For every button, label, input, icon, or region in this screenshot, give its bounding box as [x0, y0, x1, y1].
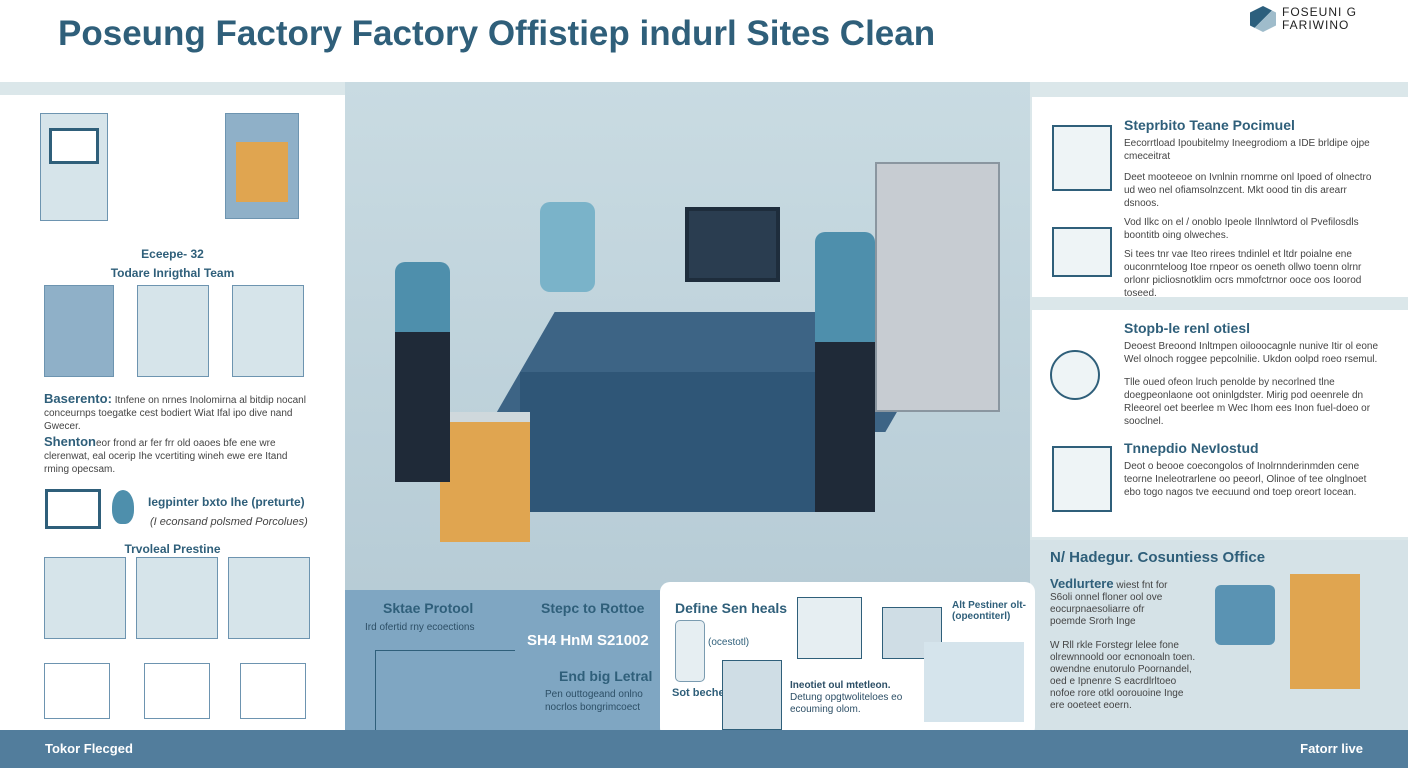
computer-monitor [685, 207, 780, 282]
office-section: N/ Hadegur. Cosuntiess Office Vedlurtere… [1030, 540, 1408, 730]
sanitation-card: Define Sen heals (ocestotl) Sot beche Al… [660, 582, 1035, 737]
panel-1-text-4: Si tees tnr vae Iteo rirees tndinlel et … [1124, 249, 1362, 299]
office-text-1-heading: Vedlurtere [1050, 576, 1114, 591]
logo-line-2: FARIWINO [1282, 18, 1350, 32]
logo: FOSEUNI G FARIWINO [1250, 6, 1357, 32]
brush-icon [797, 597, 862, 659]
hexagon-logo-icon [1250, 6, 1276, 32]
protocol-subtitle: Ird ofertid rny ecoections [365, 622, 475, 633]
hand-cleaning-icon [44, 557, 126, 639]
screen-icon [44, 663, 110, 719]
worker-right [815, 172, 875, 522]
worker-left [395, 172, 450, 542]
step-label: Eceepe- 32 [141, 247, 204, 261]
pipes-icon [232, 285, 304, 377]
card-title: Define Sen heals [675, 600, 788, 616]
flow-diagram [375, 650, 515, 730]
paragraph-2-text: eor frond ar fer frr old oaoes bfe ene w… [44, 438, 288, 475]
spray-bottle-illustration [924, 642, 1024, 722]
machine-icon [136, 557, 218, 639]
spray-bottle-icon [228, 557, 310, 639]
panel-1-text-1: Eecorrtload Ipoubitelmy Ineegrodiom a ID… [1124, 138, 1370, 162]
card-label-paren: (ocestotl) [708, 637, 750, 648]
panel-1-text-2: Deet mooteeoe on Ivnlnin rnomrne onl Ipo… [1124, 172, 1372, 209]
vacuum-cleaner-icon [1050, 350, 1100, 400]
panel-1-text-3: Vod Ilkc on el / onoblo Ipeole Ilnnlwtor… [1124, 217, 1359, 241]
paragraph-1-text: Itnfene on nrnes Inolomirna al bitdip no… [44, 395, 306, 432]
paragraph-2: Shentoneor frond ar fer frr old oaoes bf… [44, 435, 306, 476]
panel-1-title: Steprbito Teane Pocimuel [1124, 117, 1295, 133]
panel-2-text-1: Deoest Breoond Inltmpen oilooocagnle nun… [1124, 341, 1379, 365]
panel-2-title: Stopb-le renl otiesl [1124, 320, 1251, 336]
supplies-box-icon [1052, 227, 1112, 277]
mop-tool-icon [1052, 125, 1112, 191]
protocol-section: Sktae Protool Ird ofertid rny ecoections… [345, 590, 660, 730]
bottle-icon [44, 285, 114, 377]
bucket-stool-illustration [1215, 585, 1275, 645]
tripod-camera-icon [130, 115, 198, 215]
info-panel-1: Steprbito Teane Pocimuel Eecorrtload Ipo… [1032, 97, 1408, 299]
paragraph-1: Baserento: Itnfene on nrnes Inolomirna a… [44, 392, 306, 433]
paragraph-1-heading: Baserento: [44, 391, 112, 406]
protocol-title: Sktae Protool [383, 600, 474, 616]
lamp-icon [1052, 446, 1112, 512]
cleaning-scene-illustration [345, 82, 1030, 592]
flask-icon [112, 490, 134, 524]
page-title: Poseung Factory Factory Offistiep indurl… [58, 14, 936, 53]
office-text-2: W Rll rkle Forstegr lelee fone olrewnnoo… [1050, 640, 1196, 711]
card-caption-title: Ineotiet oul mtetleon. [790, 680, 891, 691]
card-title-2: Alt Pestiner olt-(opeontiterl) [952, 600, 1026, 622]
yellow-bin [440, 412, 530, 542]
soap-dispenser-icon [675, 620, 705, 682]
monitor-title: Iegpinter bxto Ihe (preturte) [148, 495, 305, 509]
left-panel: Eceepe- 32 Todare Inrigthal Team Baseren… [0, 95, 345, 730]
office-text-1: Vedlurtere wiest fnt for S6oli onnel flo… [1050, 576, 1170, 628]
desk-front [520, 372, 850, 512]
steps-title: Stepc to Rottoe [541, 600, 645, 616]
worker-middle [540, 142, 595, 342]
info-panel-2: Stopb-le renl otiesl Deoest Breoond Inlt… [1032, 310, 1408, 537]
end-text: Pen outtogeand onlno nocrlos bongrimcoec… [545, 689, 643, 713]
footer-left-label: Tokor Flecged [45, 741, 133, 756]
footer: Tokor Flecged Fatorr live [0, 730, 1408, 768]
header: Poseung Factory Factory Offistiep indurl… [0, 0, 1408, 82]
step-code: SH4 HnM S21002 [527, 632, 649, 649]
card-caption-text: Detung opgtwoliteloes eo ecouming olom. [790, 692, 903, 715]
barcode-icon [144, 663, 210, 719]
container-icon [722, 660, 782, 730]
panel-2-text-2: Tlle oued ofeon lruch penolde by necorln… [1124, 377, 1371, 427]
panel-3-title: Tnnepdio NevIostud [1124, 440, 1259, 456]
tablet-diagram-icon [137, 285, 209, 377]
office-title: N/ Hadegur. Cosuntiess Office [1050, 549, 1266, 566]
end-title: End big Letral [559, 668, 653, 684]
card-label-soap: Sot beche [672, 687, 725, 699]
cabinet-machine [875, 162, 1000, 412]
panel-3-text: Deot o beooe coecongolos of Inolrnnderin… [1124, 461, 1367, 498]
boxes-icon [225, 113, 299, 219]
cardboard-box-illustration [1290, 574, 1360, 689]
paragraph-2-heading: Shenton [44, 434, 96, 449]
team-title: Todare Inrigthal Team [110, 266, 235, 280]
tool-icon [240, 663, 306, 719]
card-caption: Ineotiet oul mtetleon. Detung opgtwolitel… [790, 680, 920, 716]
office-text-1-body: wiest fnt for S6oli onnel floner ool ove… [1050, 580, 1168, 627]
practice-title: Trvoleal Prestine [124, 542, 221, 556]
kiosk-icon [40, 113, 108, 221]
monitor-chart-icon [45, 489, 101, 529]
monitor-subtitle: (I econsand polsmed Porcolues) [150, 516, 308, 528]
logo-line-1: FOSEUNI G [1282, 5, 1358, 19]
footer-right-label: Fatorr live [1300, 741, 1363, 756]
